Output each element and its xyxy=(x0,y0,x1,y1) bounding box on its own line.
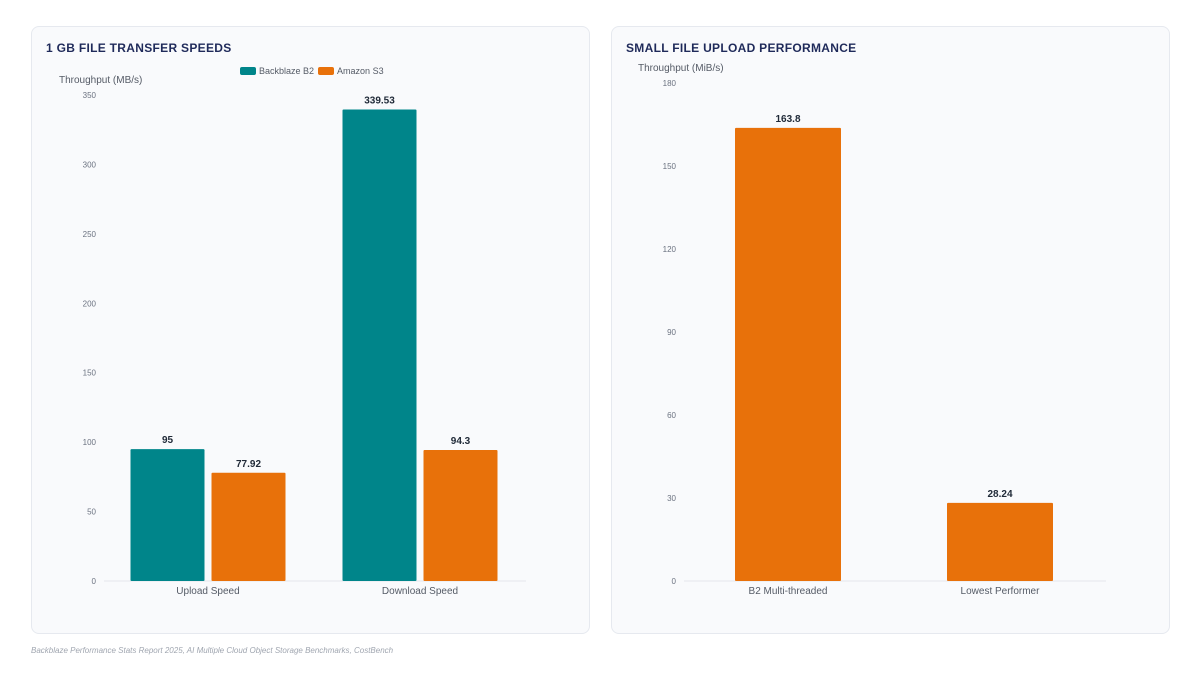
y-tick-label: 0 xyxy=(92,577,97,586)
bar xyxy=(342,109,417,582)
chart-panel-transfer-speeds: 1 GB FILE TRANSFER SPEEDS Throughput (MB… xyxy=(31,26,590,634)
chart-panel-small-file-upload: SMALL FILE UPLOAD PERFORMANCE Throughput… xyxy=(611,26,1170,634)
y-tick-label: 120 xyxy=(663,245,677,254)
legend-swatch-backblaze xyxy=(240,67,256,75)
y-axis-label: Throughput (MB/s) xyxy=(59,75,143,86)
data-label: 163.8 xyxy=(775,114,800,125)
y-tick-label: 200 xyxy=(83,299,97,308)
chart-plot-small-file-upload: 0 30 60 90 120 150 180 163.8 B2 Multi-threaded 28… xyxy=(663,79,1106,597)
chart-plot-transfer-speeds: 0 50 100 150 200 250 300 350 95 77.92 Upload Speed… xyxy=(83,91,526,597)
data-label: 28.24 xyxy=(987,489,1012,500)
y-tick-label: 50 xyxy=(87,508,96,517)
x-tick-label: Upload Speed xyxy=(176,586,239,597)
bar xyxy=(423,450,498,581)
chart-title: SMALL FILE UPLOAD PERFORMANCE xyxy=(626,41,857,55)
source-note: Backblaze Performance Stats Report 2025,… xyxy=(31,646,394,655)
y-tick-label: 0 xyxy=(672,577,677,586)
bar xyxy=(130,449,205,581)
y-tick-label: 150 xyxy=(83,369,97,378)
y-tick-label: 30 xyxy=(667,494,676,503)
data-label: 94.3 xyxy=(451,436,471,447)
bar xyxy=(735,127,841,581)
y-tick-label: 150 xyxy=(663,162,677,171)
legend-label: Amazon S3 xyxy=(337,66,384,76)
chart-title: 1 GB FILE TRANSFER SPEEDS xyxy=(46,41,232,55)
y-tick-label: 90 xyxy=(667,328,676,337)
data-label: 339.53 xyxy=(364,96,395,107)
y-tick-label: 300 xyxy=(83,160,97,169)
bar xyxy=(211,472,286,581)
y-tick-label: 180 xyxy=(663,79,677,88)
legend-swatch-amazon xyxy=(318,67,335,75)
legend-label: Backblaze B2 xyxy=(259,66,315,76)
y-tick-label: 60 xyxy=(667,411,676,420)
y-tick-label: 250 xyxy=(83,230,97,239)
legend-item-backblaze[interactable]: Backblaze B2 xyxy=(240,66,314,76)
x-tick-label: Lowest Performer xyxy=(961,586,1041,597)
legend-item-amazon[interactable]: Amazon S3 xyxy=(318,66,384,76)
data-label: 95 xyxy=(162,435,174,446)
y-tick-label: 100 xyxy=(83,438,97,447)
data-label: 77.92 xyxy=(236,459,261,470)
legend: Backblaze B2 Amazon S3 xyxy=(240,66,384,76)
bar xyxy=(947,502,1053,581)
y-tick-label: 350 xyxy=(83,91,97,100)
x-tick-label: Download Speed xyxy=(382,586,458,597)
y-axis-label: Throughput (MiB/s) xyxy=(638,63,724,74)
x-tick-label: B2 Multi-threaded xyxy=(749,586,828,597)
